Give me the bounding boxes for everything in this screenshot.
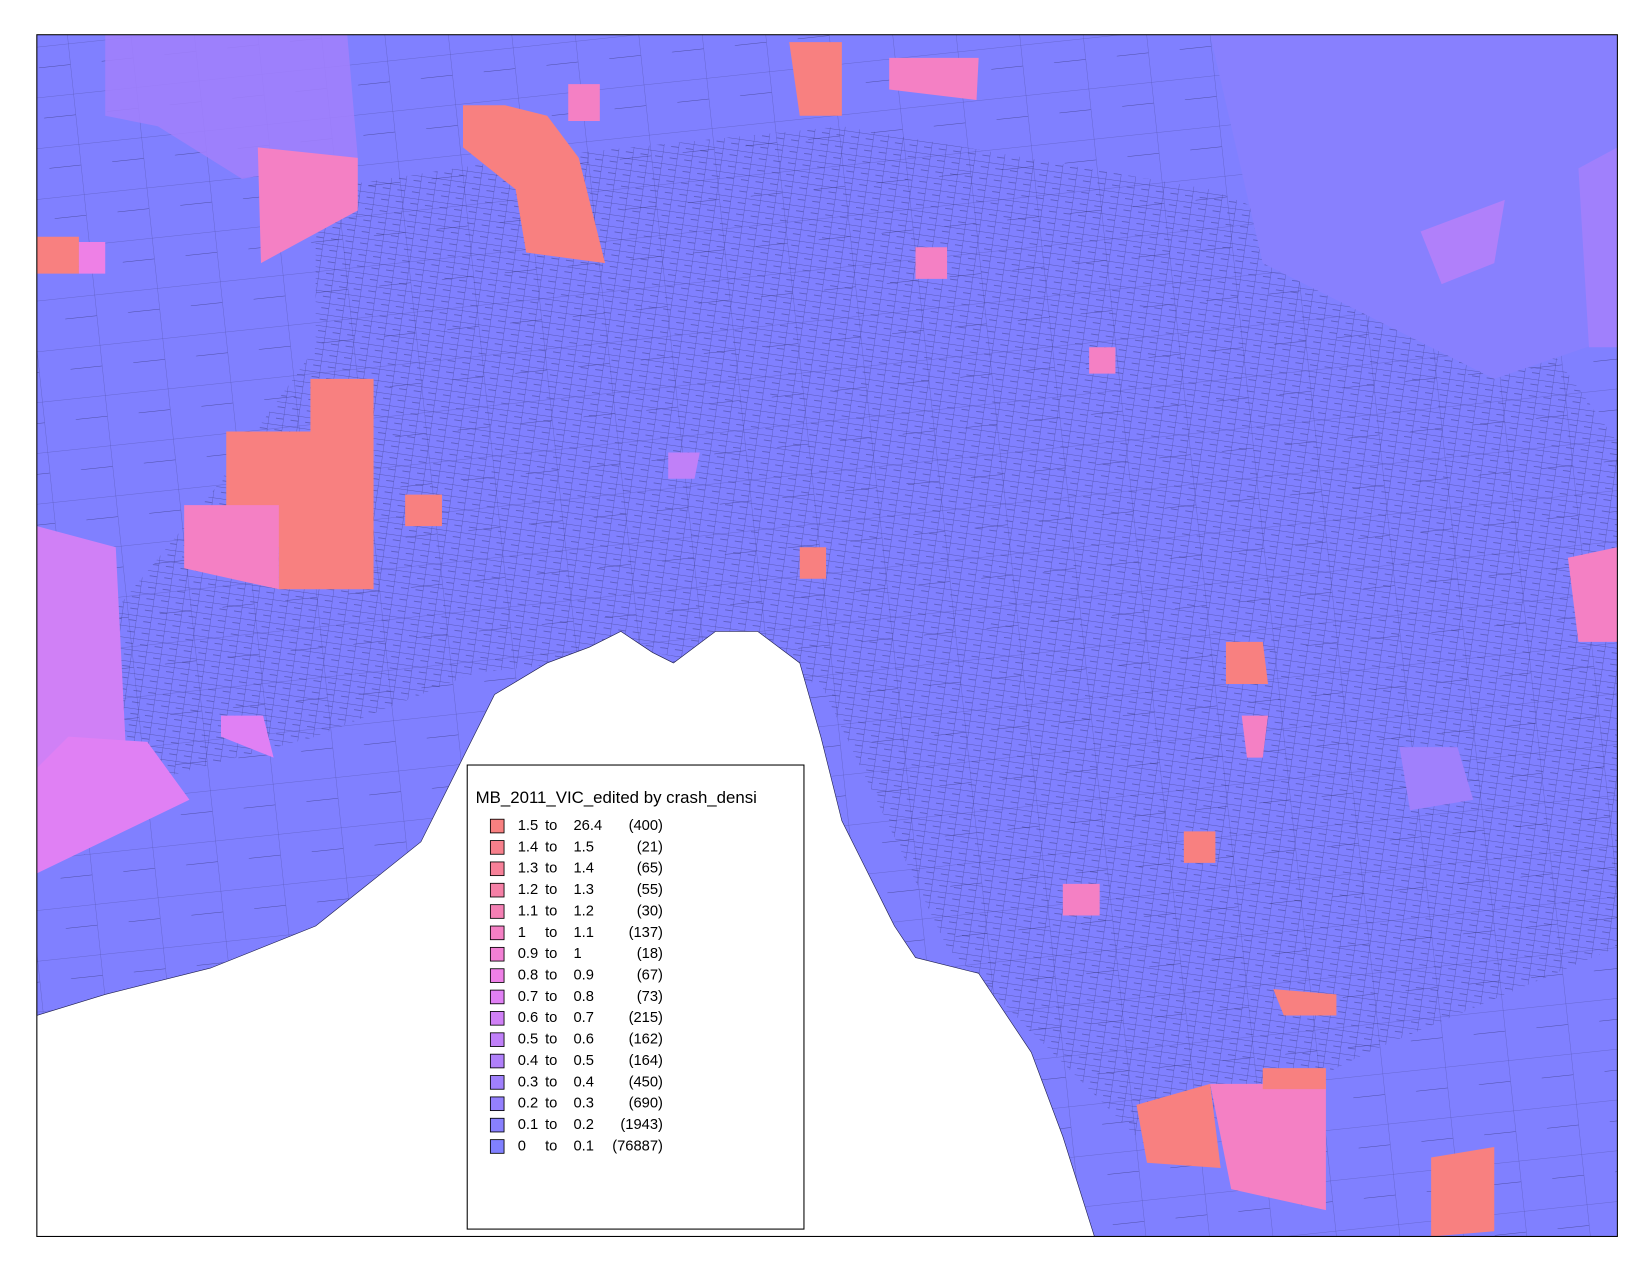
legend-count: (55) [637, 882, 663, 898]
legend-to-word: to [545, 1053, 557, 1069]
legend-swatch [489, 818, 505, 834]
legend-swatch [489, 882, 505, 898]
legend-to: 1 [574, 946, 582, 962]
legend-to-word: to [545, 861, 557, 877]
legend-from: 1.3 [518, 861, 538, 877]
legend-to: 1.1 [574, 925, 594, 941]
legend-title: MB_2011_VIC_edited by crash_densi [476, 788, 757, 807]
legend-swatch [489, 1117, 505, 1133]
density-patches [36, 34, 1618, 1237]
legend-swatch [489, 1075, 505, 1090]
legend-count: (30) [637, 903, 663, 919]
legend-count: (65) [637, 861, 663, 877]
legend-from: 0.3 [518, 1074, 538, 1090]
legend-count: (162) [629, 1032, 663, 1048]
legend-to-word: to [545, 839, 557, 855]
legend-to-word: to [545, 946, 557, 962]
legend-to: 0.4 [574, 1074, 594, 1090]
legend-to: 1.5 [574, 839, 594, 855]
legend-from: 0.5 [518, 1032, 538, 1048]
legend: MB_2011_VIC_edited by crash_densi 1.5 to 2… [466, 764, 805, 1230]
legend-from: 1.4 [518, 839, 538, 855]
legend-to-word: to [545, 903, 557, 919]
legend-to-word: to [545, 1032, 557, 1048]
legend-swatch [489, 1011, 505, 1026]
legend-count: (690) [629, 1096, 663, 1112]
legend-swatch [489, 904, 505, 919]
legend-count: (1943) [620, 1117, 663, 1133]
legend-to: 1.3 [574, 882, 594, 898]
legend-swatch [489, 946, 505, 962]
legend-count: (76887) [612, 1138, 663, 1154]
legend-from: 0.7 [518, 989, 538, 1005]
legend-to: 0.6 [574, 1032, 594, 1048]
legend-count: (215) [629, 1010, 663, 1026]
legend-swatch [489, 1139, 505, 1154]
legend-from: 1.1 [518, 903, 538, 919]
legend-to-word: to [545, 882, 557, 898]
legend-swatch [489, 840, 505, 855]
legend-to: 0.9 [574, 967, 594, 983]
legend-from: 0.8 [518, 967, 538, 983]
legend-to: 0.8 [574, 989, 594, 1005]
legend-count: (164) [629, 1053, 663, 1069]
legend-count: (450) [629, 1074, 663, 1090]
legend-count: (137) [629, 925, 663, 941]
legend-count: (73) [637, 989, 663, 1005]
legend-swatch [489, 1053, 505, 1069]
legend-from: 1 [518, 925, 526, 941]
legend-swatch [489, 861, 505, 877]
legend-to-word: to [545, 967, 557, 983]
legend-swatch [489, 925, 505, 941]
legend-from: 0.9 [518, 946, 538, 962]
legend-count: (400) [629, 818, 663, 834]
legend-swatch [489, 1032, 505, 1047]
legend-swatch [489, 1096, 505, 1112]
legend-to: 0.7 [574, 1010, 594, 1026]
legend-count: (67) [637, 967, 663, 983]
legend-to: 0.1 [574, 1138, 594, 1154]
legend-to-word: to [545, 1117, 557, 1133]
legend-to-word: to [545, 1010, 557, 1026]
legend-to: 1.2 [574, 903, 594, 919]
legend-count: (21) [637, 839, 663, 855]
legend-from: 0 [518, 1138, 526, 1154]
legend-to: 0.2 [574, 1117, 594, 1133]
legend-to-word: to [545, 925, 557, 941]
legend-from: 0.6 [518, 1010, 538, 1026]
legend-box [466, 764, 805, 1230]
legend-to: 0.5 [574, 1053, 594, 1069]
legend-to-word: to [545, 1074, 557, 1090]
legend-to: 26.4 [574, 818, 603, 834]
legend-to-word: to [545, 1096, 557, 1112]
legend-from: 1.2 [518, 882, 538, 898]
legend-from: 1.5 [518, 818, 538, 834]
legend-rows: 1.5 to 26.4 (400) 1.4 to 1.5 (21) 1.3 to 1.4 (65) 1.… [489, 818, 663, 1154]
legend-swatch [489, 968, 505, 983]
legend-swatch [489, 989, 505, 1005]
legend-count: (18) [637, 946, 663, 962]
map-frame [36, 34, 1618, 1237]
legend-from: 0.1 [518, 1117, 538, 1133]
legend-to-word: to [545, 1138, 557, 1154]
legend-to-word: to [545, 818, 557, 834]
legend-from: 0.2 [518, 1096, 538, 1112]
map-layer: MB_2011_VIC_edited by crash_densi 1.5 to 2… [36, 34, 1618, 1237]
legend-to: 0.3 [574, 1096, 594, 1112]
legend-to-word: to [545, 989, 557, 1005]
urban-blocks [63, 126, 1618, 1158]
legend-to: 1.4 [574, 861, 594, 877]
legend-from: 0.4 [518, 1053, 538, 1069]
